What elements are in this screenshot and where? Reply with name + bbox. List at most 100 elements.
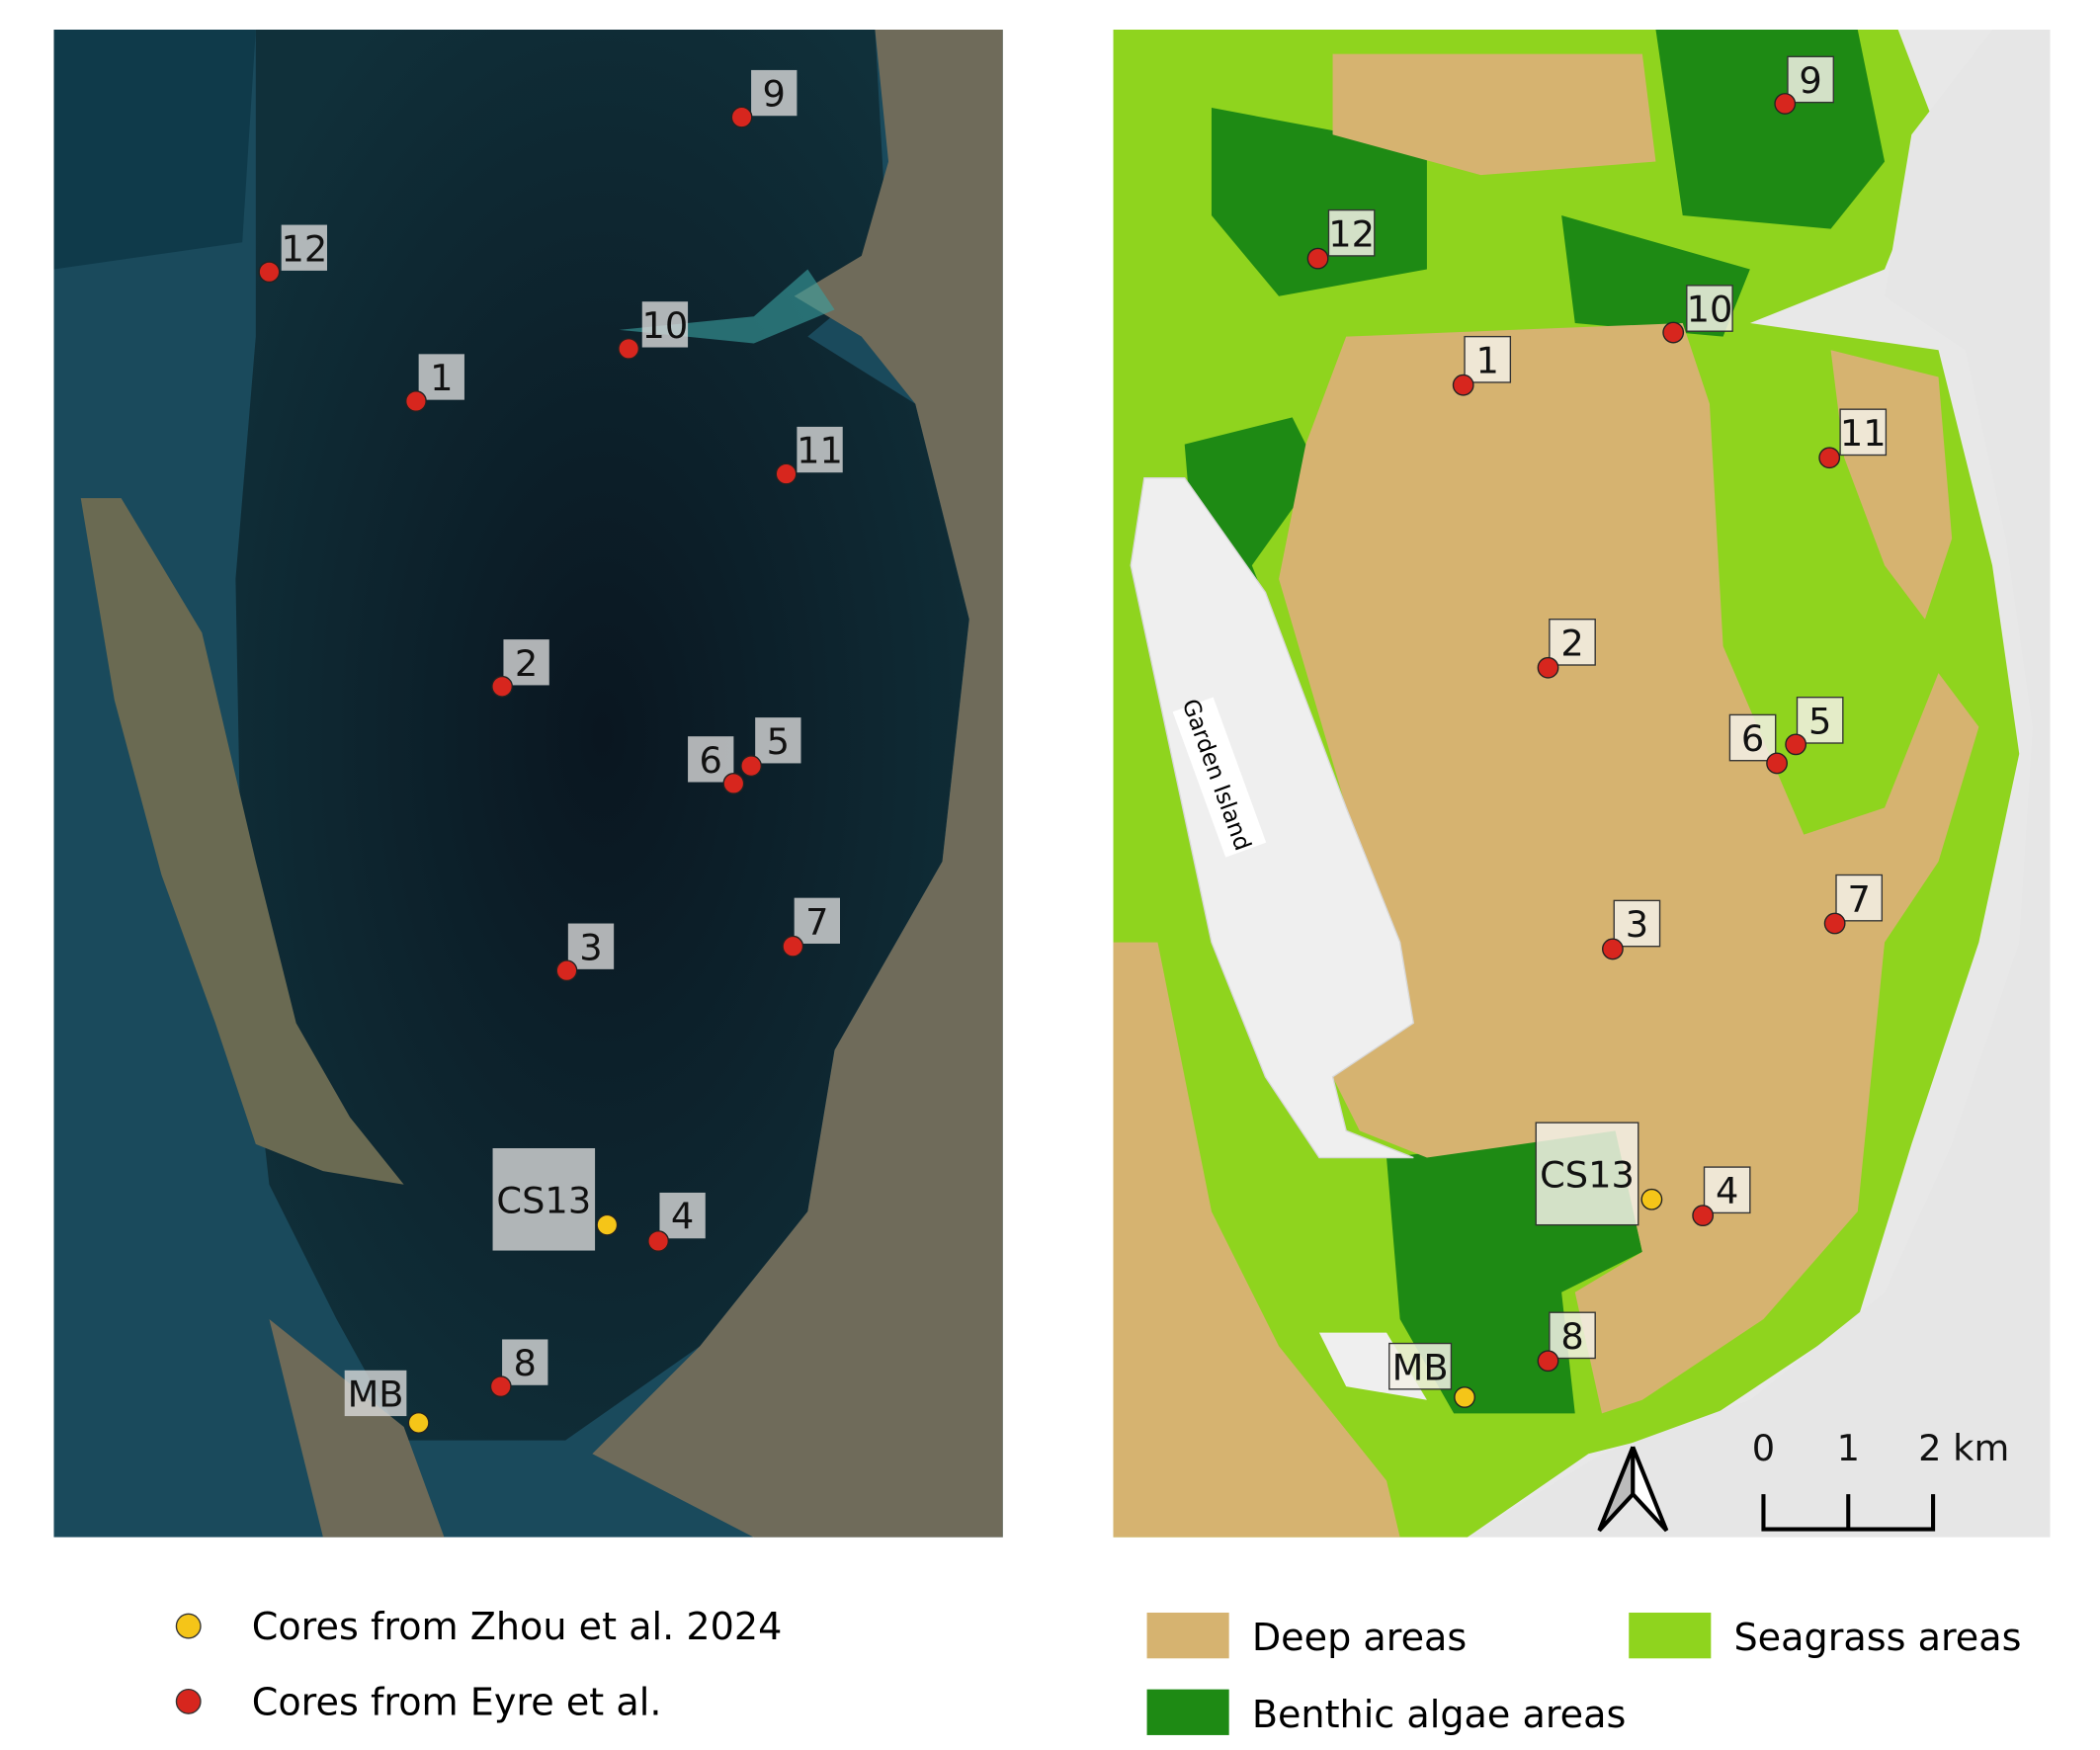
eyre-core-marker <box>555 959 578 982</box>
site-MB[interactable]: MB <box>1388 1342 1475 1408</box>
legend-zhou-marker <box>175 1613 202 1639</box>
site-9[interactable]: 9 <box>1774 55 1834 115</box>
site-5[interactable]: 5 <box>740 717 801 778</box>
garden-island <box>80 498 404 1185</box>
site-4[interactable]: 4 <box>1692 1166 1751 1227</box>
site-5[interactable]: 5 <box>1785 697 1844 756</box>
scale-bar: 0 1 2 km <box>1752 1427 2009 1532</box>
legend-eyre-label: Cores from Eyre et al. <box>252 1681 662 1724</box>
legend: Cores from Zhou et al. 2024 Cores from E… <box>175 1605 2021 1736</box>
legend-seagrass-label: Seagrass areas <box>1733 1616 2021 1659</box>
site-MB[interactable]: MB <box>344 1370 430 1434</box>
site-label: 1 <box>1476 339 1499 381</box>
eyre-core-marker <box>1662 321 1685 344</box>
site-label-box <box>1703 1166 1751 1214</box>
eyre-core-marker <box>1306 247 1329 270</box>
site-10[interactable]: 10 <box>618 301 689 360</box>
site-12[interactable]: 12 <box>258 224 327 284</box>
site-7[interactable]: 7 <box>1823 874 1884 935</box>
site-label-box <box>1388 1342 1453 1390</box>
legend-deep-label: Deep areas <box>1252 1616 1467 1659</box>
site-10[interactable]: 10 <box>1662 285 1733 344</box>
site-label: 4 <box>671 1196 694 1238</box>
site-11[interactable]: 11 <box>775 426 843 485</box>
legend-deep-swatch <box>1146 1612 1229 1659</box>
site-label: 8 <box>1560 1315 1583 1358</box>
site-label: 10 <box>1687 289 1733 331</box>
eyre-core-marker <box>618 337 640 360</box>
habitat-map: Garden Island 0 1 2 km <box>1113 30 2051 1538</box>
eyre-core-marker <box>1537 1350 1559 1373</box>
eyre-core-marker <box>405 390 427 412</box>
eyre-core-marker <box>782 935 804 958</box>
site-label-box <box>794 897 840 944</box>
legend-algae-label: Benthic algae areas <box>1252 1693 1627 1736</box>
scale-tick-0: 0 <box>1752 1427 1775 1469</box>
site-label: 11 <box>1840 412 1887 455</box>
deep-area-southwest <box>1113 942 1400 1538</box>
site-label-box <box>1535 1122 1639 1226</box>
benthic-algae-n <box>1655 30 1886 229</box>
site-8[interactable]: 8 <box>489 1339 548 1398</box>
island-label-box <box>1172 697 1267 858</box>
site-11[interactable]: 11 <box>1818 408 1888 469</box>
eyre-core-marker <box>647 1230 670 1252</box>
site-7[interactable]: 7 <box>782 897 840 958</box>
site-label-box <box>751 69 798 117</box>
site-label-box <box>492 1148 596 1251</box>
site-label: 7 <box>1847 877 1870 920</box>
site-3[interactable]: 3 <box>1601 899 1661 960</box>
site-2[interactable]: 2 <box>1537 619 1596 679</box>
eyre-core-marker <box>1823 912 1846 935</box>
site-label: 6 <box>1741 717 1764 760</box>
zhou-core-marker <box>407 1412 430 1434</box>
eyre-core-marker <box>775 462 798 485</box>
eyre-core-marker <box>1601 938 1624 960</box>
eyre-core-marker <box>1692 1205 1715 1227</box>
site-9[interactable]: 9 <box>730 69 798 128</box>
site-6[interactable]: 6 <box>688 736 745 794</box>
site-label-box <box>503 639 549 686</box>
eyre-core-marker <box>1774 93 1797 115</box>
site-3[interactable]: 3 <box>555 923 615 982</box>
eyre-core-marker <box>491 675 513 698</box>
site-1[interactable]: 1 <box>1452 335 1512 396</box>
site-6[interactable]: 6 <box>1728 713 1788 775</box>
site-label: 12 <box>1328 212 1375 255</box>
site-label-box <box>1464 335 1512 383</box>
site-label-box <box>1549 619 1596 666</box>
site-label-box <box>1549 1311 1596 1360</box>
site-label-box <box>755 717 801 764</box>
site-CS13[interactable]: CS13 <box>1535 1122 1663 1226</box>
site-label: CS13 <box>1540 1154 1635 1197</box>
eyre-core-marker <box>1785 733 1807 756</box>
site-8[interactable]: 8 <box>1537 1311 1596 1373</box>
eyre-core-marker <box>1537 656 1559 679</box>
site-1[interactable]: 1 <box>405 354 464 412</box>
zhou-core-marker <box>1454 1386 1475 1408</box>
site-2[interactable]: 2 <box>491 639 549 698</box>
site-label-box <box>641 301 689 348</box>
site-label: 9 <box>763 73 786 116</box>
north-arrow-icon <box>1597 1446 1669 1533</box>
legend-algae-swatch <box>1146 1689 1229 1735</box>
deep-area-north <box>1332 53 1656 176</box>
site-label-box <box>1835 874 1884 922</box>
site-CS13[interactable]: CS13 <box>492 1148 619 1251</box>
site-label-box <box>688 736 734 783</box>
eyre-core-marker <box>1766 752 1788 775</box>
garden-island <box>1130 476 1415 1159</box>
site-label-box <box>1686 285 1733 332</box>
site-label: 6 <box>700 739 722 782</box>
site-label: 3 <box>579 926 602 968</box>
site-label: 7 <box>805 900 828 943</box>
site-4[interactable]: 4 <box>647 1192 706 1252</box>
satellite-map <box>53 30 1003 1538</box>
site-12[interactable]: 12 <box>1306 208 1376 270</box>
site-label: 3 <box>1626 903 1648 946</box>
site-label: MB <box>1392 1346 1449 1388</box>
southern-land <box>269 1319 445 1538</box>
site-label: 11 <box>797 430 843 472</box>
site-label-box <box>1796 697 1844 744</box>
